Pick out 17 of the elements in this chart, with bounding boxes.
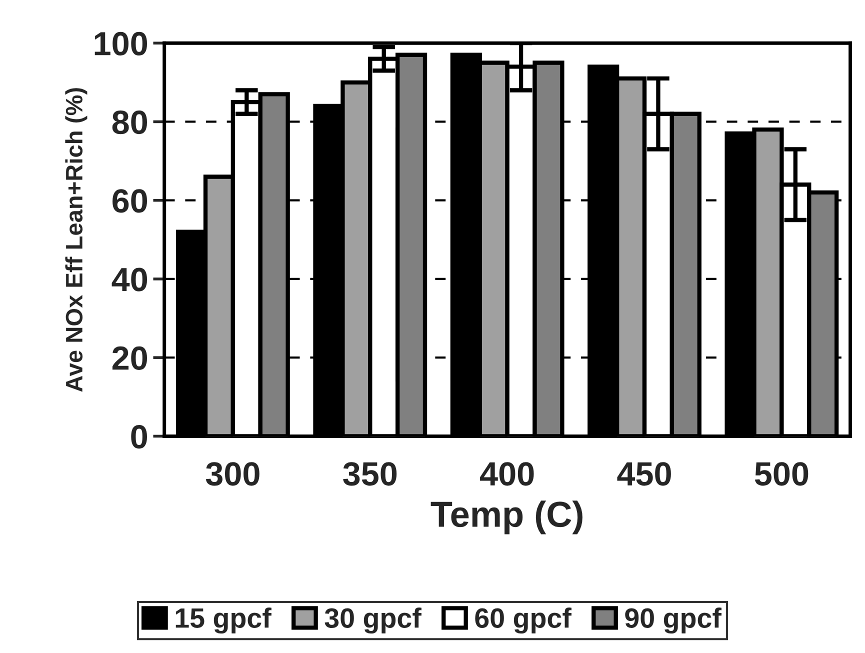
x-tick-label: 350 [343, 462, 397, 486]
y-tick-label: 0 [131, 425, 148, 449]
y-tick-label: 60 [112, 189, 148, 213]
legend-label: 60 gpcf [475, 608, 572, 634]
x-axis-title: Temp (C) [430, 500, 582, 534]
x-tick-label: 300 [206, 462, 260, 486]
y-axis-title: Ave NOx Eff Lean+Rich (%) [65, 88, 88, 392]
y-tick-label: 100 [94, 32, 148, 56]
x-tick-label: 500 [754, 462, 808, 486]
legend-label: 15 gpcf [176, 608, 272, 634]
legend-label: 30 gpcf [324, 608, 422, 634]
x-tick-label: 400 [480, 462, 534, 486]
legend-label: 90 gpcf [625, 608, 722, 634]
x-tick-label: 450 [617, 462, 671, 486]
y-tick-label: 20 [112, 346, 148, 370]
y-tick-label: 80 [112, 110, 148, 134]
y-tick-label: 40 [112, 268, 148, 292]
